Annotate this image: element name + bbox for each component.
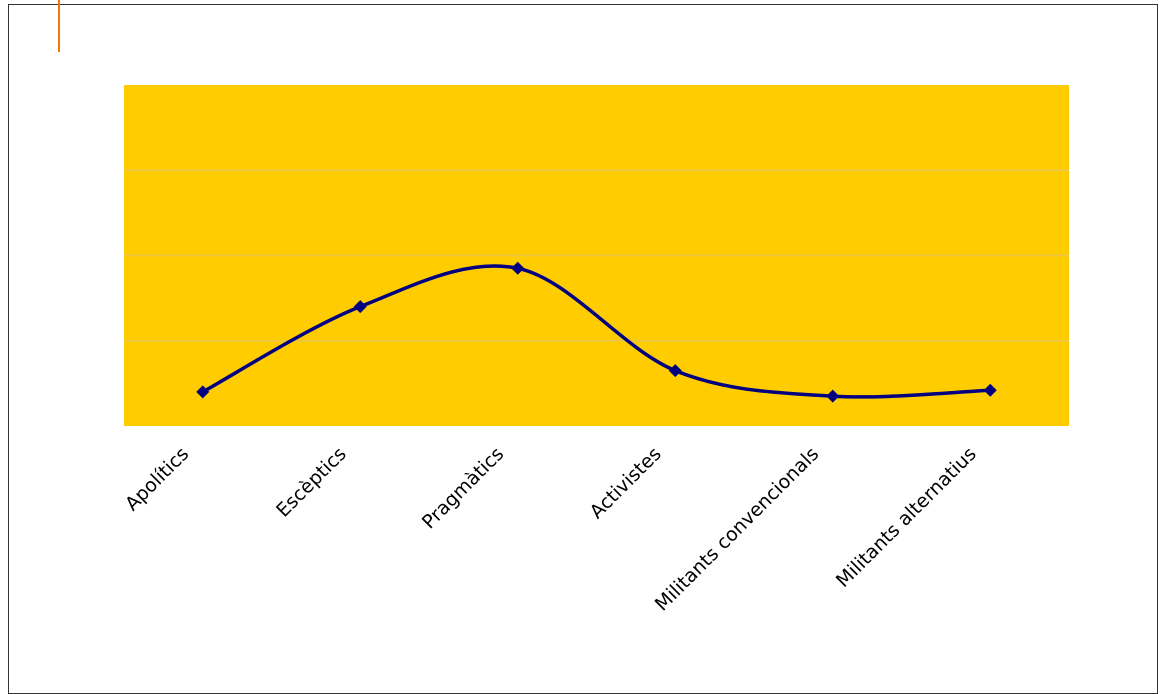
x-tick-label: Militants alternatius	[832, 443, 981, 592]
data-point-marker	[511, 261, 525, 275]
accent-line	[58, 0, 60, 52]
data-point-marker	[668, 364, 682, 378]
data-point-marker	[826, 389, 840, 403]
gridlines	[124, 169, 1069, 342]
data-point-marker	[983, 383, 997, 397]
data-markers	[196, 261, 997, 403]
data-point-marker	[353, 300, 367, 314]
x-tick-label: Apolítics	[121, 443, 193, 515]
x-tick-label: Escèptics	[272, 443, 351, 522]
x-tick-label: Militants convencionals	[651, 443, 824, 616]
series-line	[201, 264, 991, 399]
x-tick-label: Activistes	[586, 443, 666, 523]
data-point-marker	[196, 385, 210, 399]
x-tick-label: Pragmàtics	[418, 443, 508, 533]
x-axis-tick-labels: Apolítics Escèptics Pragmàtics ActivistesMi…	[121, 443, 981, 616]
